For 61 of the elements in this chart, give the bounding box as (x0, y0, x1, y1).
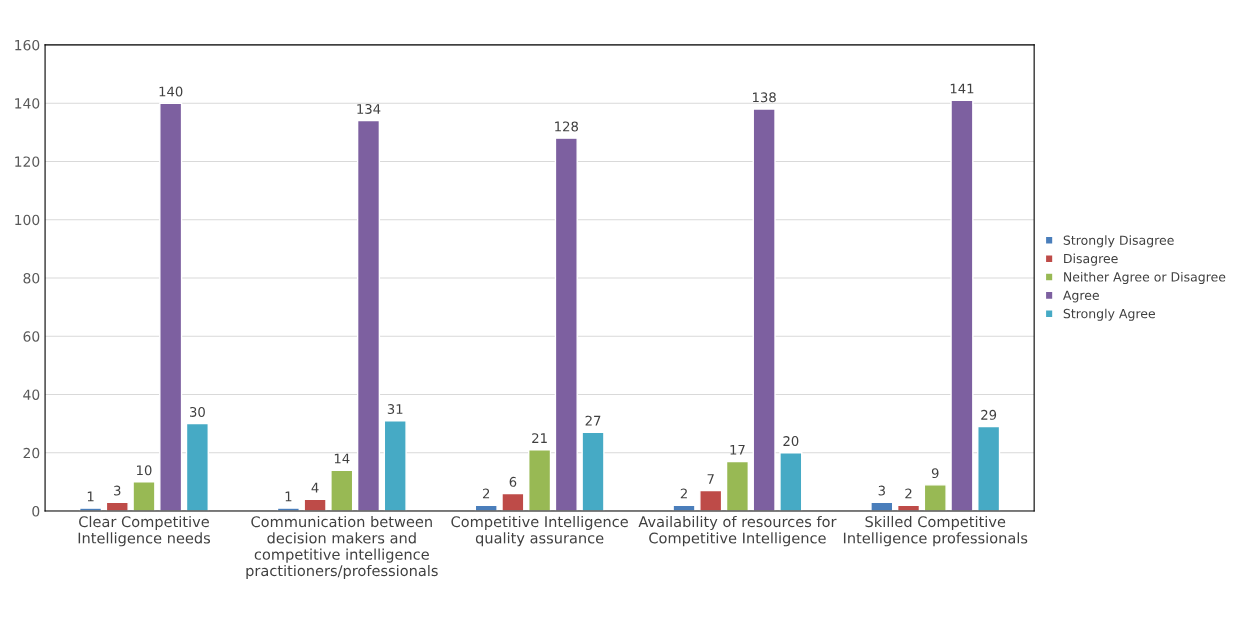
legend-label: Strongly Agree (1063, 308, 1155, 321)
bar (699, 489, 723, 512)
data-label: 7 (707, 474, 714, 484)
bar (159, 102, 183, 512)
bar (977, 425, 1001, 512)
data-label: 17 (730, 445, 745, 455)
legend-label: Neither Agree or Disagree (1064, 271, 1226, 285)
legend-label: Disagree (1064, 253, 1118, 266)
y-tick-label: 40 (23, 389, 40, 400)
y-tick-label: 160 (15, 39, 40, 51)
bar (185, 422, 209, 512)
data-label: 141 (950, 83, 974, 94)
data-label: 4 (311, 482, 319, 493)
data-label: 29 (981, 409, 997, 420)
data-label: 2 (905, 488, 912, 499)
data-label: 138 (752, 92, 776, 103)
bar (752, 108, 776, 512)
y-tick-label: 20 (23, 447, 40, 459)
bar (950, 99, 974, 512)
data-label: 14 (334, 453, 350, 464)
y-tick-label: 140 (15, 98, 40, 109)
bar (330, 469, 354, 512)
data-label: 128 (555, 121, 579, 132)
data-label: 9 (931, 468, 939, 479)
x-tick-label: Communication between decision makers and competitive intelligence practitioners/professionals (246, 515, 438, 580)
y-tick-label: 60 (23, 331, 40, 342)
data-label: 2 (680, 488, 687, 499)
data-label: 1 (87, 491, 94, 502)
y-tick-label: 100 (15, 214, 40, 226)
y-tick-label: 80 (23, 272, 40, 284)
x-tick-label: Skilled Competitive Intelligence professionals (843, 515, 1028, 547)
bar (581, 431, 605, 512)
data-label: 1 (285, 491, 292, 502)
data-label: 20 (783, 436, 799, 447)
x-tick-label: Competitive Intelligence quality assurance (451, 515, 628, 547)
data-label: 31 (387, 404, 403, 415)
bar (779, 452, 803, 512)
bar (501, 492, 525, 512)
data-label: 134 (357, 103, 381, 114)
x-tick-label: Availability of resources for Competitive Intelligence (638, 515, 837, 547)
bar (528, 449, 552, 512)
data-label: 27 (585, 415, 601, 426)
data-label: 10 (137, 465, 152, 476)
bar (554, 137, 578, 512)
bar (132, 481, 156, 512)
data-label: 2 (482, 488, 490, 499)
data-label: 3 (878, 485, 885, 496)
legend-label: Agree (1063, 290, 1099, 303)
legend-label: Strongly Disagree (1063, 235, 1174, 248)
bar (356, 119, 381, 512)
y-tick-label: 0 (32, 506, 40, 517)
data-label: 21 (532, 433, 547, 443)
data-label: 140 (159, 86, 183, 97)
data-label: 3 (114, 485, 121, 496)
data-label: 30 (190, 406, 205, 417)
bar (383, 420, 407, 512)
bar (923, 484, 947, 512)
data-label: 6 (509, 476, 517, 487)
y-tick-label: 120 (15, 156, 40, 167)
bar (725, 460, 750, 512)
x-tick-label: Clear Competitive Intelligence needs (78, 515, 211, 547)
